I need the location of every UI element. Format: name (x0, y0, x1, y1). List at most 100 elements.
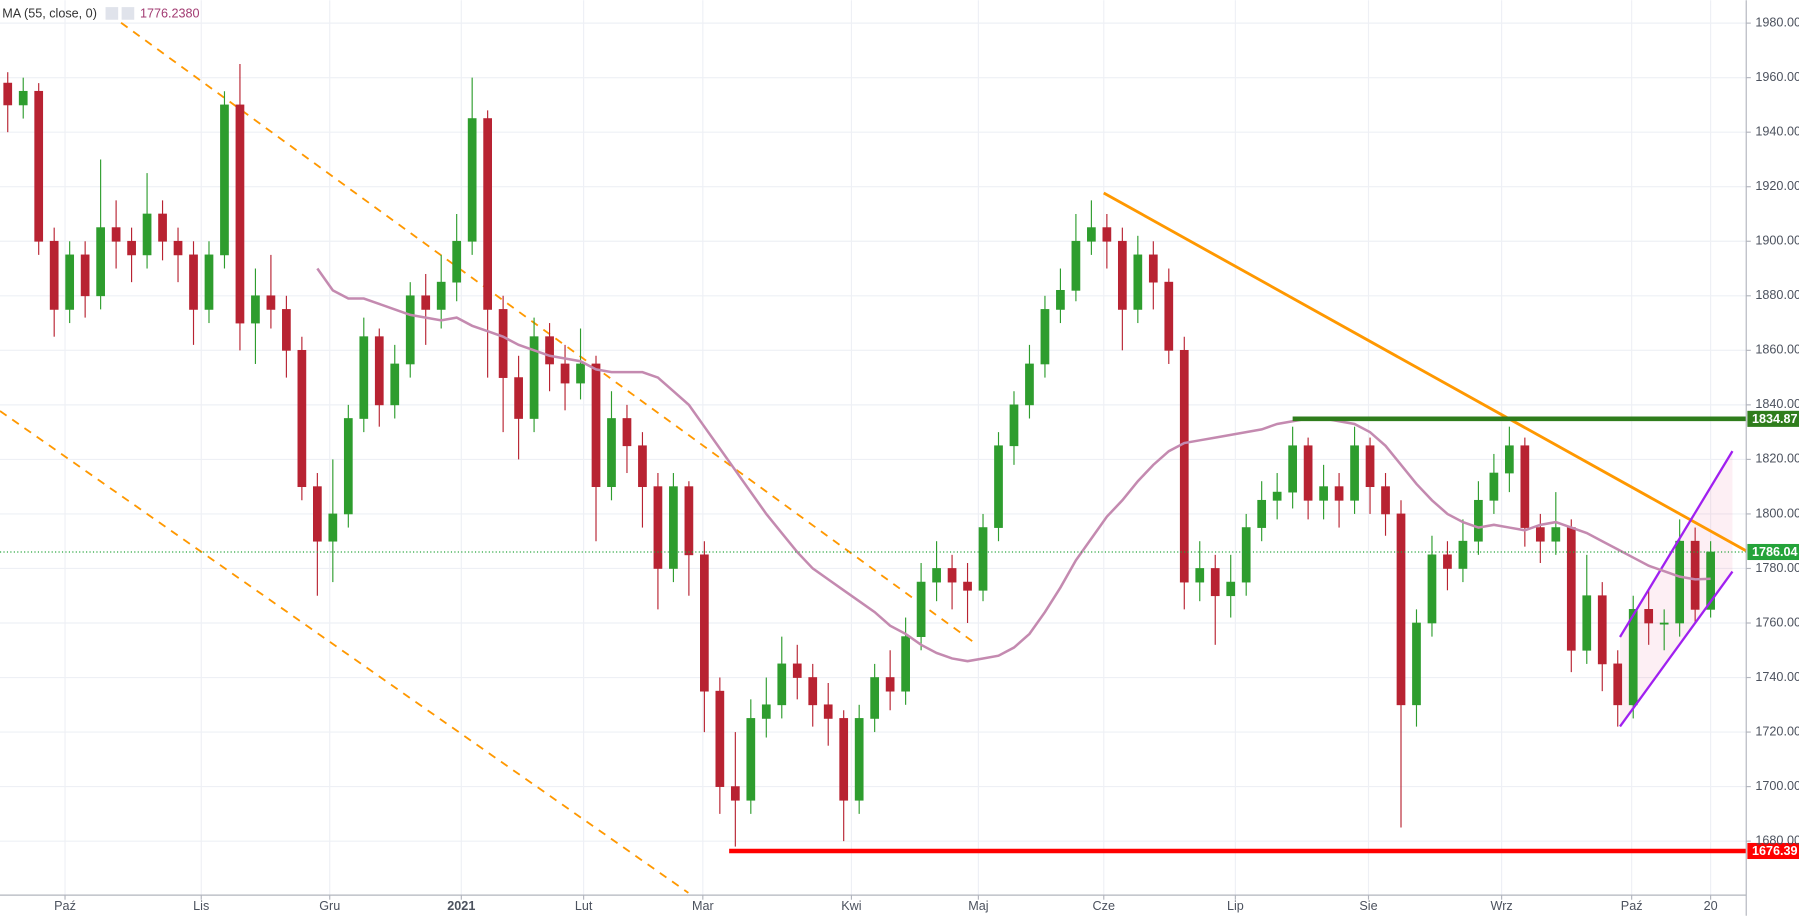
y-tick-label: 1740.00 (1755, 670, 1799, 684)
candle-body (777, 663, 787, 706)
candle-body (591, 363, 601, 488)
candle-body (514, 377, 523, 419)
candle-body (1303, 445, 1313, 501)
candle-body (823, 704, 833, 719)
candle-body (870, 677, 880, 719)
candle-body (1350, 445, 1359, 501)
candle-body (1489, 472, 1499, 501)
candle-body (34, 90, 44, 242)
candle-body (1644, 609, 1654, 624)
x-tick-label: 20 (1704, 899, 1718, 913)
candle-body (204, 254, 214, 310)
y-tick-label: 1700.00 (1755, 779, 1799, 793)
settings-icon[interactable] (105, 7, 119, 20)
indicator-legend: MA (55, close, 0) 1776.2380 (2, 6, 199, 20)
y-tick-label: 1860.00 (1755, 343, 1799, 357)
close-icon[interactable] (121, 7, 135, 20)
candle-body (545, 336, 554, 365)
y-tick-label: 1760.00 (1755, 615, 1799, 629)
candle-body (1334, 486, 1344, 501)
candle-body (158, 213, 167, 242)
levels: 1834.87 1676.39 1786.04 (0, 410, 1799, 860)
x-tick-label: Sie (1359, 899, 1377, 913)
candle-body (1597, 595, 1607, 665)
candle-body (1210, 568, 1220, 597)
candle-body (963, 581, 972, 591)
candle-body (529, 336, 539, 419)
x-tick-label: Lut (575, 899, 593, 913)
y-tick-label: 1920.00 (1755, 179, 1799, 193)
x-tick-label: Paź (1621, 899, 1643, 913)
candle-body (622, 418, 632, 447)
candle-body (560, 363, 570, 384)
x-tick-label: Lip (1227, 899, 1244, 913)
candle-body (1102, 227, 1112, 242)
candle-body (1706, 551, 1715, 610)
moving-average (316, 267, 1711, 663)
candle-body (1148, 254, 1158, 283)
candle-body (1195, 568, 1205, 583)
last-price-label: 1786.04 (1752, 545, 1798, 559)
candle-body (978, 527, 988, 591)
y-tick-label: 1980.00 (1755, 15, 1799, 29)
channel-lower (1619, 570, 1734, 728)
candle-body (792, 663, 802, 678)
candle-body (947, 568, 957, 583)
candle-body (839, 718, 849, 801)
candles (3, 64, 1715, 847)
last-price-tag (1747, 543, 1799, 561)
candle-body (467, 118, 477, 242)
candle-body (390, 363, 400, 406)
candle-body (1164, 281, 1174, 351)
x-tick-label: Mar (692, 899, 714, 913)
candle-body (65, 254, 75, 310)
candle-body (1613, 663, 1623, 706)
level-label: 1676.39 (1752, 844, 1798, 858)
candle-body (312, 486, 322, 542)
x-tick-label: Paź (54, 899, 76, 913)
candle-body (761, 704, 771, 719)
candle-body (715, 690, 725, 787)
candle-body (746, 718, 756, 801)
y-tick-label: 1780.00 (1755, 561, 1799, 575)
x-tick-label: Lis (193, 899, 209, 913)
y-tick-label: 1960.00 (1755, 70, 1799, 84)
candle-body (436, 281, 446, 310)
candle-body (1025, 363, 1034, 406)
candle-body (1535, 527, 1545, 542)
level-tag (1747, 842, 1799, 860)
trendline-dashed (0, 410, 689, 894)
candle-body (80, 254, 90, 297)
candle-body (328, 513, 338, 542)
candle-body (127, 240, 136, 256)
candle-body (142, 213, 152, 256)
candle-body (576, 363, 585, 384)
y-tick-label: 1800.00 (1755, 506, 1799, 520)
candle-body (1505, 445, 1514, 474)
candle-body (901, 636, 910, 692)
candle-body (374, 336, 384, 406)
grid (0, 0, 1747, 896)
candle-body (916, 581, 926, 637)
candle-body (1690, 540, 1700, 610)
trendline (1103, 191, 1747, 553)
candle-body (885, 677, 895, 692)
candle-body (96, 227, 105, 297)
candle-body (994, 445, 1003, 528)
candle-body (1443, 554, 1452, 569)
candle-body (1117, 240, 1127, 310)
candle-body (1582, 595, 1592, 651)
candle-body (111, 227, 121, 242)
candle-body (266, 295, 276, 310)
indicator-value: 1776.2380 (140, 6, 200, 20)
x-tick-label: Cze (1093, 899, 1115, 913)
x-tick-label: Gru (319, 899, 340, 913)
candle-body (1412, 622, 1421, 706)
candle-body (1241, 527, 1251, 583)
candle-body (684, 486, 694, 556)
x-tick-label: 2021 (447, 899, 475, 913)
candle-body (1396, 513, 1406, 706)
y-tick-label: 1940.00 (1755, 125, 1799, 139)
candle-body (452, 240, 462, 283)
